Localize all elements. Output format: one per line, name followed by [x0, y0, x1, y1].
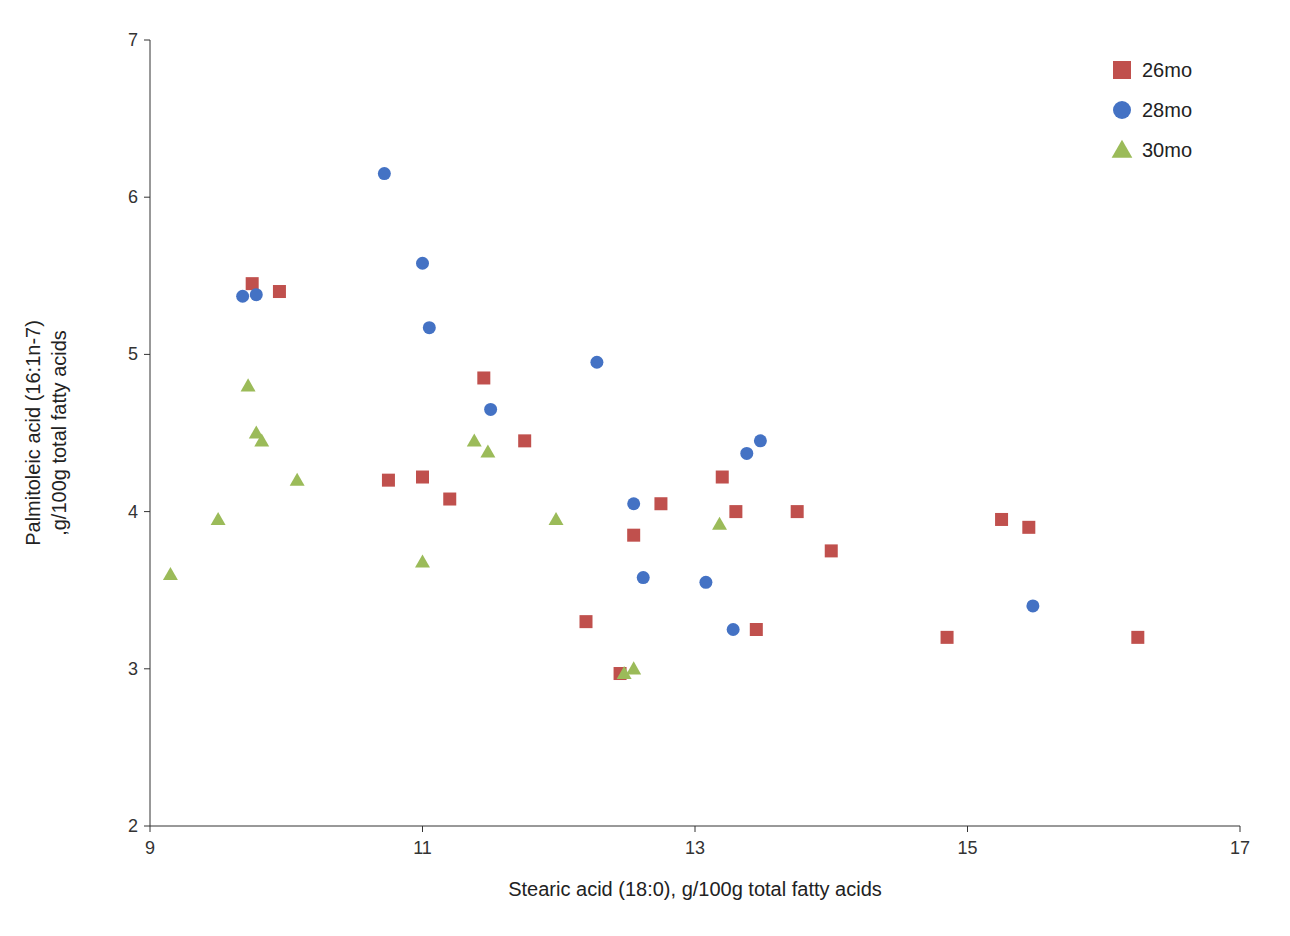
- point: [750, 623, 763, 636]
- point: [518, 434, 531, 447]
- y-tick: [144, 826, 150, 827]
- y-axis-line: [150, 40, 151, 826]
- series: [163, 378, 727, 679]
- point: [1026, 599, 1039, 612]
- y-axis-label-line: Palmitoleic acid (16:1n-7): [22, 320, 44, 546]
- point: [627, 529, 640, 542]
- y-tick-label: 4: [128, 502, 138, 522]
- point: [590, 356, 603, 369]
- series: [236, 167, 1039, 636]
- y-tick-label: 6: [128, 187, 138, 207]
- series: [246, 277, 1145, 680]
- point: [995, 513, 1008, 526]
- background: [0, 0, 1290, 936]
- point: [712, 517, 727, 530]
- y-axis-label: Palmitoleic acid (16:1n-7),g/100g total …: [22, 320, 70, 546]
- axes: 9 11 13 15 17 2 3 4 5 6 7: [128, 30, 1250, 858]
- y-axis-label-line: ,g/100g total fatty acids: [48, 330, 70, 536]
- point: [423, 321, 436, 334]
- x-tick: [967, 826, 968, 832]
- point: [273, 285, 286, 298]
- point: [1131, 631, 1144, 644]
- point: [580, 615, 593, 628]
- x-tick-label: 17: [1230, 838, 1250, 858]
- legend-label: 28mo: [1142, 99, 1192, 121]
- point: [250, 288, 263, 301]
- x-axis-label: Stearic acid (18:0), g/100g total fatty …: [508, 878, 882, 900]
- chart: 9 11 13 15 17 2 3 4 5 6 7 Stearic acid (18:0), g/10…: [0, 0, 1290, 936]
- x-tick: [695, 826, 696, 832]
- point: [549, 512, 564, 525]
- point: [637, 571, 650, 584]
- point: [415, 554, 430, 567]
- point: [727, 623, 740, 636]
- point: [163, 567, 178, 580]
- legend: 26mo 28mo 30mo: [1112, 59, 1192, 161]
- point: [699, 576, 712, 589]
- point: [716, 471, 729, 484]
- point: [378, 167, 391, 180]
- plot-area: [163, 167, 1144, 680]
- point: [467, 433, 482, 446]
- y-tick: [144, 511, 150, 512]
- x-tick: [150, 826, 151, 832]
- point: [477, 371, 490, 384]
- legend-label: 30mo: [1142, 139, 1192, 161]
- y-tick-label: 5: [128, 344, 138, 364]
- point: [241, 378, 256, 391]
- point: [236, 290, 249, 303]
- point: [480, 444, 495, 457]
- point: [627, 497, 640, 510]
- x-tick-label: 9: [145, 838, 155, 858]
- y-tick-label: 7: [128, 30, 138, 50]
- x-tick-label: 11: [413, 838, 432, 858]
- point: [729, 505, 742, 518]
- legend-marker: [1113, 101, 1131, 119]
- x-tick: [1240, 826, 1241, 832]
- point: [211, 512, 226, 525]
- x-tick-label: 15: [957, 838, 977, 858]
- point: [941, 631, 954, 644]
- point: [382, 474, 395, 487]
- point: [416, 471, 429, 484]
- point: [1022, 521, 1035, 534]
- point: [484, 403, 497, 416]
- y-tick: [144, 354, 150, 355]
- point: [416, 257, 429, 270]
- legend-label: 26mo: [1142, 59, 1192, 81]
- x-tick: [422, 826, 423, 832]
- point: [754, 434, 767, 447]
- point: [443, 493, 456, 506]
- point: [290, 473, 305, 486]
- y-tick-label: 2: [128, 816, 138, 836]
- point: [740, 447, 753, 460]
- x-tick-label: 13: [685, 838, 705, 858]
- y-tick: [144, 40, 150, 41]
- y-tick: [144, 197, 150, 198]
- point: [626, 661, 641, 674]
- legend-marker: [1113, 61, 1131, 79]
- point: [825, 544, 838, 557]
- point: [791, 505, 804, 518]
- point: [254, 433, 269, 446]
- legend-marker: [1112, 140, 1133, 158]
- y-tick: [144, 668, 150, 669]
- point: [654, 497, 667, 510]
- y-tick-label: 3: [128, 659, 138, 679]
